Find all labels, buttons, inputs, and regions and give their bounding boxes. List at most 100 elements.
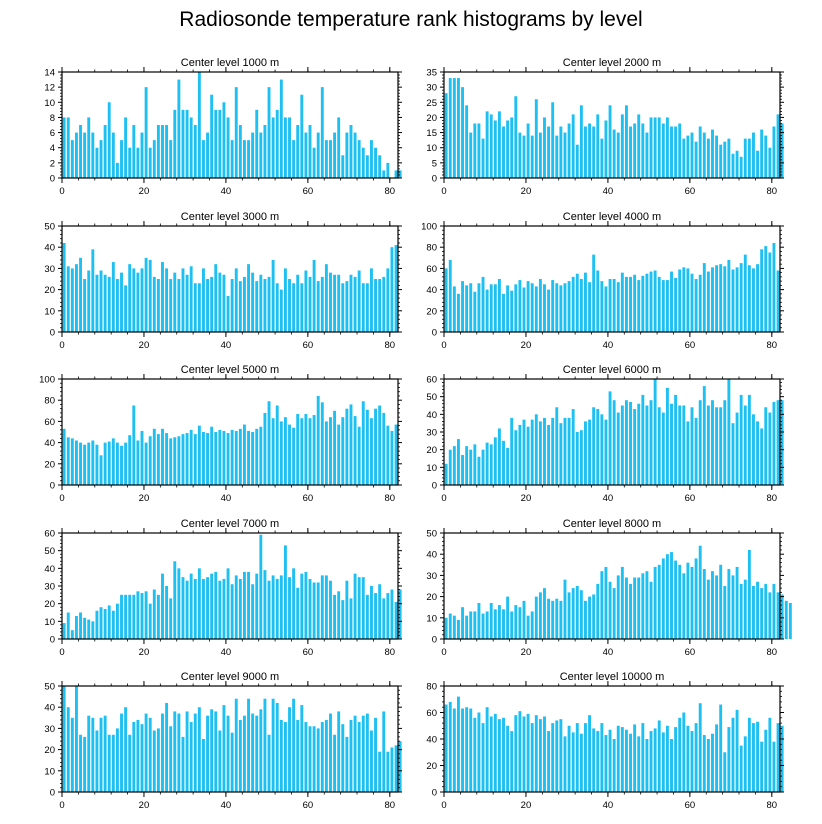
histogram-bar — [91, 621, 95, 639]
histogram-bar — [518, 711, 522, 792]
histogram-bar — [189, 722, 193, 792]
histogram-bar — [230, 584, 234, 639]
y-tick-label: 25 — [426, 98, 437, 109]
histogram-bar — [723, 586, 727, 639]
histogram-bar — [156, 279, 160, 332]
histogram-bar — [349, 274, 353, 332]
histogram-bar — [715, 575, 719, 639]
histogram-bar — [353, 416, 357, 485]
histogram-bar — [156, 125, 160, 178]
histogram-bar — [506, 596, 510, 639]
histogram-bar — [506, 725, 510, 792]
histogram-bar — [645, 132, 649, 178]
y-tick-label: 20 — [44, 459, 55, 470]
histogram-bar — [267, 734, 271, 792]
histogram-bar — [234, 575, 238, 639]
histogram-bar — [596, 409, 600, 485]
histogram-bar — [329, 713, 332, 792]
panel-title: Center level 3000 m — [181, 211, 279, 223]
histogram-bar — [637, 114, 641, 178]
x-tick-label: 20 — [521, 493, 532, 504]
histogram-bar — [575, 273, 579, 332]
histogram-bar — [357, 270, 361, 332]
histogram-bar — [567, 417, 571, 485]
histogram-bar — [752, 414, 755, 485]
histogram-bar — [234, 87, 238, 178]
y-tick-label: 2 — [50, 158, 55, 169]
histogram-bar — [653, 117, 657, 178]
y-tick-label: 20 — [44, 745, 55, 756]
histogram-bar — [682, 267, 686, 332]
y-tick-label: 0 — [432, 481, 437, 492]
x-tick-label: 80 — [385, 186, 396, 197]
histogram-bar — [510, 117, 514, 178]
histogram-bar — [99, 717, 103, 792]
histogram-bar — [66, 117, 70, 178]
histogram-bar — [103, 274, 107, 332]
histogram-bar — [461, 708, 464, 792]
histogram-bar — [518, 607, 522, 639]
histogram-bar — [218, 580, 222, 639]
histogram-bar — [353, 573, 357, 639]
histogram-bar — [698, 126, 702, 178]
histogram-bar — [768, 147, 772, 178]
plot-frame — [61, 225, 399, 333]
histogram-bar — [620, 405, 624, 485]
histogram-bar — [538, 279, 542, 332]
histogram-bar — [169, 726, 173, 792]
histogram-bar — [747, 394, 751, 485]
histogram-bar — [768, 717, 772, 792]
histogram-bar — [177, 436, 181, 485]
histogram-bar — [251, 272, 255, 332]
histogram-bar — [247, 140, 250, 178]
histogram-bar — [514, 96, 518, 178]
x-tick-label: 0 — [59, 800, 64, 811]
histogram-bar — [111, 438, 115, 485]
histogram-bar — [296, 413, 300, 485]
histogram-bar — [477, 123, 481, 178]
histogram-bar — [760, 249, 764, 332]
histogram-bar — [177, 713, 181, 792]
histogram-bar — [214, 109, 218, 178]
histogram-bar — [547, 424, 551, 485]
histogram-bar — [600, 571, 604, 639]
histogram-bar — [74, 686, 78, 792]
x-tick-label: 80 — [385, 493, 396, 504]
histogram-bar — [510, 731, 514, 792]
histogram-bar — [234, 698, 238, 792]
histogram-bar — [185, 580, 189, 639]
histogram-bar — [665, 280, 669, 332]
histogram-bar — [165, 702, 169, 792]
histogram-bar — [206, 715, 210, 792]
histogram-bar — [538, 719, 542, 793]
histogram-bar — [255, 715, 259, 792]
histogram-bar — [575, 144, 579, 178]
histogram-bar — [657, 407, 661, 485]
histogram-bar — [83, 736, 87, 792]
histogram-bar — [382, 276, 386, 332]
histogram-bar — [337, 711, 341, 792]
histogram-bar — [259, 534, 263, 639]
histogram-bar — [526, 281, 530, 332]
histogram-bar — [324, 264, 328, 332]
x-tick-label: 80 — [385, 800, 396, 811]
histogram-bar — [148, 717, 152, 792]
histogram-bar — [99, 455, 103, 485]
histogram-bar — [238, 281, 242, 332]
histogram-bar — [283, 722, 287, 792]
y-tick-label: 10 — [44, 766, 55, 777]
histogram-bar — [616, 282, 620, 332]
histogram-bar — [210, 276, 214, 332]
x-tick-label: 60 — [303, 186, 314, 197]
histogram-bar — [370, 730, 373, 792]
histogram-bar — [370, 586, 373, 639]
histogram-bar — [612, 400, 616, 485]
histogram-bar — [120, 272, 123, 332]
histogram-bar — [719, 704, 723, 792]
histogram-bar — [279, 289, 283, 332]
histogram-bar — [62, 117, 66, 178]
histogram-bar — [555, 283, 559, 332]
histogram-bar — [456, 78, 460, 178]
histogram-bar — [506, 285, 510, 332]
histogram-bar — [739, 583, 743, 639]
